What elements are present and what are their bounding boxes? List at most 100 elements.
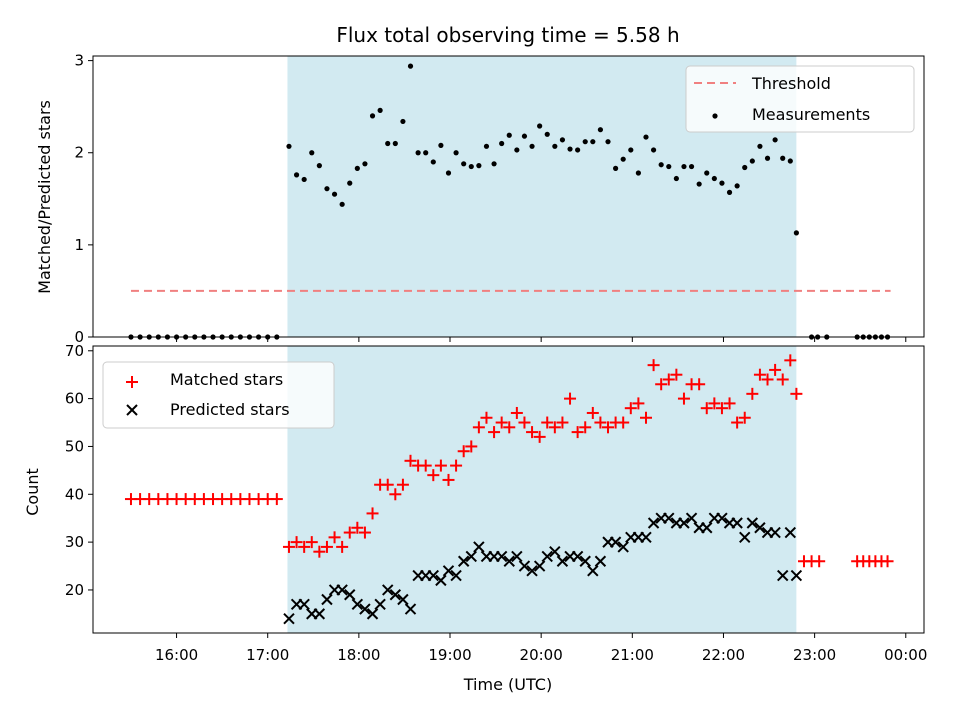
x-tick-label: 23:00 xyxy=(793,646,836,664)
measurement-point xyxy=(362,161,368,167)
measurement-point xyxy=(688,163,695,170)
predicted-star-point xyxy=(457,555,470,567)
measurement-point xyxy=(430,159,436,165)
predicted-star-point xyxy=(321,593,333,606)
matched-star-point xyxy=(366,507,379,520)
measurement-point xyxy=(529,143,535,149)
measurement-point xyxy=(711,175,717,182)
predicted-star-point xyxy=(541,550,553,563)
matched-star-point xyxy=(639,411,652,424)
measurement-point xyxy=(369,113,376,119)
predicted-star-point xyxy=(283,612,295,625)
x-tick-label: 20:00 xyxy=(520,646,563,664)
measurement-point xyxy=(605,139,611,145)
predicted-star-point xyxy=(435,574,447,587)
matched-star-point xyxy=(647,359,660,372)
matched-star-point xyxy=(556,416,569,429)
legend-predicted-swatch xyxy=(126,404,138,416)
measurement-point xyxy=(628,147,634,153)
y-tick-label: 70 xyxy=(65,342,84,360)
matched-star-point xyxy=(518,416,531,429)
matched-star-point xyxy=(813,555,826,568)
top-panel: 0 1 2 3 Matched/Predicted stars Threshold M… xyxy=(35,52,925,346)
top-y-axis-label: Matched/Predicted stars xyxy=(35,100,54,294)
measurement-point xyxy=(704,170,710,176)
measurement-point xyxy=(293,172,300,178)
measurement-point xyxy=(793,230,799,236)
y-tick-label: 50 xyxy=(65,437,84,455)
matched-star-point xyxy=(404,454,417,467)
measurement-point xyxy=(764,155,771,161)
measurement-point xyxy=(461,161,467,167)
measurement-point xyxy=(407,63,414,69)
matched-star-point xyxy=(343,526,356,539)
matched-star-point xyxy=(723,397,736,410)
predicted-star-point xyxy=(594,555,607,567)
y-tick-label: 2 xyxy=(74,144,84,162)
predicted-star-point xyxy=(495,550,508,563)
predicted-star-point xyxy=(313,608,326,620)
measurement-point xyxy=(377,107,383,113)
matched-star-point xyxy=(579,421,592,434)
predicted-star-point xyxy=(571,550,584,563)
matched-star-point xyxy=(693,378,706,391)
matched-star-point xyxy=(784,354,797,367)
predicted-star-point xyxy=(701,522,713,534)
legend-matched-label: Matched stars xyxy=(170,370,283,389)
bottom-plot-frame xyxy=(92,345,925,634)
predicted-star-point xyxy=(442,565,455,577)
matched-star-point xyxy=(336,540,349,553)
matched-star-point xyxy=(700,402,713,415)
matched-star-point xyxy=(670,368,683,381)
matched-star-point xyxy=(510,406,523,419)
predicted-star-point xyxy=(731,517,743,529)
chart-title: Flux total observing time = 5.58 h xyxy=(336,23,679,47)
measurement-point xyxy=(415,150,421,156)
matched-star-point xyxy=(662,373,675,386)
matched-star-point xyxy=(495,416,508,429)
predicted-star-point xyxy=(647,517,660,529)
measurement-point xyxy=(749,158,755,164)
measurement-point xyxy=(423,150,429,156)
matched-star-point xyxy=(351,521,364,534)
matched-star-point xyxy=(313,545,326,558)
matched-star-point xyxy=(526,426,539,439)
measurement-point xyxy=(787,158,793,164)
matched-star-point xyxy=(419,459,432,472)
matched-star-point xyxy=(457,445,470,458)
x-tick-label: 22:00 xyxy=(702,646,745,664)
top-legend: Threshold Measurements xyxy=(685,65,915,133)
predicted-star-point xyxy=(465,550,477,563)
matched-star-point xyxy=(488,426,501,439)
measurement-point xyxy=(544,131,550,137)
predicted-star-point xyxy=(389,589,402,601)
legend-matched-swatch xyxy=(126,376,138,388)
predicted-star-point xyxy=(784,526,797,539)
legend-measurements-swatch xyxy=(712,113,718,119)
x-tick-label: 21:00 xyxy=(611,646,654,664)
matched-star-point xyxy=(305,536,318,549)
y-tick-label: 0 xyxy=(74,328,84,346)
matched-star-point xyxy=(480,411,493,424)
matched-star-point xyxy=(776,373,789,386)
measurement-point xyxy=(575,147,581,153)
measurement-point xyxy=(620,156,626,162)
matched-star-point xyxy=(290,536,303,549)
matched-star-point xyxy=(541,416,554,429)
measurement-point xyxy=(643,134,649,140)
bottom-legend: Matched stars Predicted stars xyxy=(102,361,335,429)
measurement-point xyxy=(316,163,322,169)
measurement-point xyxy=(780,155,786,161)
predicted-star-point xyxy=(344,589,356,601)
measurement-point xyxy=(635,170,641,176)
predicted-star-point xyxy=(450,569,462,582)
measurement-point xyxy=(286,143,292,149)
matched-star-point xyxy=(753,368,766,381)
matched-star-point xyxy=(632,397,645,410)
predicted-star-point xyxy=(336,584,348,596)
predicted-star-point xyxy=(777,569,789,582)
predicted-star-point xyxy=(678,517,690,529)
predicted-star-point xyxy=(556,555,569,567)
predicted-star-point xyxy=(663,512,675,524)
measurement-point xyxy=(392,140,398,147)
